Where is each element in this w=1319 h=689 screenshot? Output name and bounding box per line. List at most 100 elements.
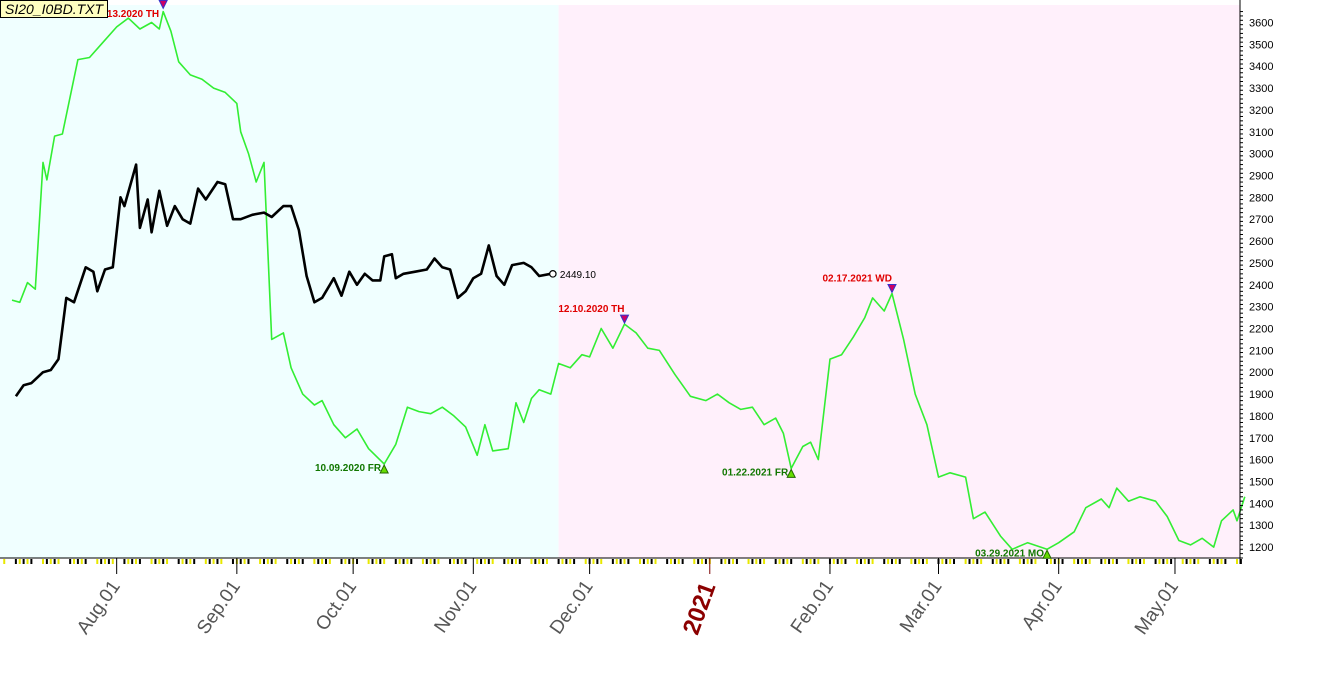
- x-day-tick: [670, 559, 673, 564]
- y-tick-label: 2100: [1249, 345, 1273, 357]
- x-day-tick: [84, 559, 87, 564]
- x-day-tick: [100, 559, 103, 564]
- x-day-tick: [220, 559, 223, 564]
- last-value-marker: [549, 270, 557, 278]
- x-day-tick: [856, 559, 859, 564]
- x-day-tick: [759, 559, 762, 564]
- x-day-tick: [317, 559, 320, 564]
- peak-label: 08.13.2020 TH: [93, 9, 159, 20]
- y-tick-label: 3500: [1249, 39, 1273, 51]
- x-day-tick: [782, 559, 785, 564]
- x-axis-labels: Aug.01 Sep.01 Oct.01 Nov.01 Dec.01 Feb.01 Mar.…: [73, 577, 1183, 639]
- x-day-tick: [751, 559, 754, 564]
- x-day-tick: [1034, 559, 1037, 564]
- x-day-tick: [18, 559, 21, 564]
- y-tick-label: 1400: [1249, 498, 1273, 510]
- x-day-tick: [545, 559, 548, 564]
- x-day-tick: [805, 559, 808, 564]
- x-day-tick: [398, 559, 401, 564]
- x-day-tick: [379, 559, 382, 564]
- x-day-tick: [293, 559, 296, 564]
- x-day-tick: [1108, 559, 1111, 564]
- x-day-tick: [127, 559, 130, 564]
- x-day-tick: [871, 559, 874, 564]
- x-day-tick: [945, 559, 948, 564]
- x-day-tick: [778, 559, 781, 564]
- x-day-tick: [371, 559, 374, 564]
- x-day-tick: [584, 559, 587, 564]
- x-day-tick: [511, 559, 514, 564]
- x-day-tick: [212, 559, 215, 564]
- x-day-tick: [518, 559, 521, 564]
- x-day-tick: [1111, 559, 1114, 564]
- x-day-tick: [650, 559, 653, 564]
- x-day-tick: [123, 559, 126, 564]
- x-day-tick: [53, 559, 56, 564]
- x-day-tick: [406, 559, 409, 564]
- x-day-tick: [429, 559, 432, 564]
- x-day-tick: [666, 559, 669, 564]
- x-day-tick: [763, 559, 766, 564]
- x-day-tick: [193, 559, 196, 564]
- x-day-tick: [1073, 559, 1076, 564]
- x-day-tick: [941, 559, 944, 564]
- x-day-tick: [266, 559, 269, 564]
- x-day-tick: [921, 559, 924, 564]
- x-day-tick: [286, 559, 289, 564]
- peak-marker: [619, 314, 630, 325]
- peak-label: 02.17.2021 WD: [822, 274, 892, 285]
- x-day-tick: [774, 559, 777, 564]
- x-tick-label: Sep.01: [193, 577, 245, 638]
- x-day-tick: [1193, 559, 1196, 564]
- x-day-tick: [813, 559, 816, 564]
- x-day-tick: [883, 559, 886, 564]
- x-day-tick: [704, 559, 707, 564]
- y-tick-label: 2900: [1249, 170, 1273, 182]
- x-day-tick: [1100, 559, 1103, 564]
- x-day-tick: [290, 559, 293, 564]
- x-day-tick: [995, 559, 998, 564]
- x-day-tick: [914, 559, 917, 564]
- x-day-tick: [1162, 559, 1165, 564]
- x-day-tick: [480, 559, 483, 564]
- x-day-tick: [111, 559, 114, 564]
- x-day-tick: [456, 559, 459, 564]
- x-day-tick: [189, 559, 192, 564]
- x-day-tick: [1080, 559, 1083, 564]
- x-day-tick: [639, 559, 642, 564]
- peak-marker: [158, 0, 168, 10]
- x-day-tick: [1189, 559, 1192, 564]
- x-day-tick: [534, 559, 537, 564]
- x-day-tick: [57, 559, 60, 564]
- x-day-tick: [464, 559, 467, 564]
- trough-label: 01.22.2021 FR: [722, 467, 789, 478]
- x-day-tick: [949, 559, 952, 564]
- x-day-tick: [980, 559, 983, 564]
- x-day-tick: [1026, 559, 1029, 564]
- x-day-tick: [325, 559, 328, 564]
- x-day-tick: [1236, 559, 1238, 564]
- x-day-tick: [1197, 559, 1200, 564]
- x-day-tick: [340, 559, 343, 564]
- x-day-tick: [1158, 559, 1161, 564]
- x-day-tick: [356, 559, 359, 564]
- x-day-tick: [313, 559, 316, 564]
- x-day-tick: [394, 559, 397, 564]
- x-day-tick: [437, 559, 440, 564]
- y-tick-label: 2500: [1249, 258, 1273, 270]
- y-tick-label: 2200: [1249, 323, 1273, 335]
- x-day-tick: [623, 559, 626, 564]
- x-day-tick: [247, 559, 250, 564]
- x-day-tick: [972, 559, 975, 564]
- x-day-tick: [844, 559, 847, 564]
- x-day-tick: [728, 559, 731, 564]
- x-day-tick: [1154, 559, 1157, 564]
- chart-file-title[interactable]: SI20_I0BD.TXT: [0, 0, 109, 18]
- x-day-tick: [107, 559, 110, 564]
- y-tick-label: 2400: [1249, 280, 1273, 292]
- x-day-tick: [73, 559, 76, 564]
- x-day-tick: [1003, 559, 1006, 564]
- x-day-tick: [1181, 559, 1184, 564]
- trough-marker: [1042, 549, 1052, 559]
- x-day-tick: [476, 559, 479, 564]
